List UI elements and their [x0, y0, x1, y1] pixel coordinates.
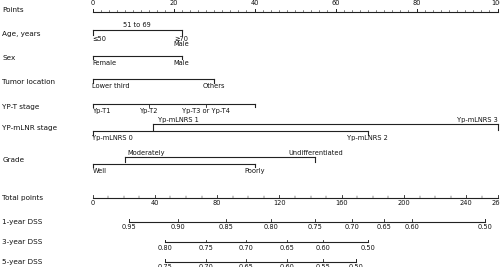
Text: Yp-T2: Yp-T2 — [140, 108, 158, 114]
Text: 80: 80 — [213, 200, 222, 206]
Text: 0.90: 0.90 — [170, 224, 185, 230]
Text: Tumor location: Tumor location — [2, 79, 56, 85]
Text: 51 to 69: 51 to 69 — [123, 22, 151, 28]
Text: Lower third: Lower third — [92, 83, 130, 89]
Text: YP-T stage: YP-T stage — [2, 104, 40, 109]
Text: 200: 200 — [398, 200, 410, 206]
Text: Total points: Total points — [2, 195, 43, 201]
Text: 0.95: 0.95 — [122, 224, 136, 230]
Text: 0: 0 — [90, 200, 94, 206]
Text: 0.70: 0.70 — [344, 224, 359, 230]
Text: Moderately: Moderately — [128, 150, 165, 156]
Text: 0.80: 0.80 — [158, 245, 173, 250]
Text: Yp-T1: Yp-T1 — [92, 108, 111, 114]
Text: Yp-mLNRS 2: Yp-mLNRS 2 — [348, 135, 389, 141]
Text: Yp-mLNRS 1: Yp-mLNRS 1 — [158, 117, 199, 123]
Text: 0.50: 0.50 — [478, 224, 493, 230]
Text: Others: Others — [203, 83, 225, 89]
Text: YP-mLNR stage: YP-mLNR stage — [2, 125, 58, 131]
Text: 0.55: 0.55 — [316, 264, 331, 267]
Text: Yp-mLNRS 3: Yp-mLNRS 3 — [457, 117, 498, 123]
Text: Points: Points — [2, 7, 24, 13]
Text: 160: 160 — [336, 200, 348, 206]
Text: 0.65: 0.65 — [239, 264, 254, 267]
Text: 0.60: 0.60 — [405, 224, 420, 230]
Text: 0.75: 0.75 — [308, 224, 322, 230]
Text: 260: 260 — [491, 200, 500, 206]
Text: 20: 20 — [170, 0, 178, 6]
Text: Yp-mLNRS 0: Yp-mLNRS 0 — [92, 135, 134, 141]
Text: 0.85: 0.85 — [218, 224, 234, 230]
Text: 40: 40 — [150, 200, 159, 206]
Text: 100: 100 — [491, 0, 500, 6]
Text: 0.50: 0.50 — [348, 264, 363, 267]
Text: 0.50: 0.50 — [360, 245, 376, 250]
Text: 0.80: 0.80 — [264, 224, 278, 230]
Text: Well: Well — [92, 168, 106, 174]
Text: Male: Male — [174, 60, 190, 66]
Text: Female: Female — [92, 60, 116, 66]
Text: 0: 0 — [90, 0, 94, 6]
Text: 60: 60 — [331, 0, 340, 6]
Text: 40: 40 — [250, 0, 259, 6]
Text: 0.70: 0.70 — [198, 264, 214, 267]
Text: 3-year DSS: 3-year DSS — [2, 239, 43, 245]
Text: 0.65: 0.65 — [376, 224, 392, 230]
Text: ≤50: ≤50 — [92, 36, 106, 42]
Text: 0.60: 0.60 — [280, 264, 294, 267]
Text: 0.70: 0.70 — [239, 245, 254, 250]
Text: ≥70: ≥70 — [174, 36, 188, 42]
Text: 0.60: 0.60 — [316, 245, 331, 250]
Text: Yp-T3 or Yp-T4: Yp-T3 or Yp-T4 — [182, 108, 230, 114]
Text: 120: 120 — [273, 200, 285, 206]
Text: 0.65: 0.65 — [280, 245, 294, 250]
Text: Sex: Sex — [2, 56, 16, 61]
Text: Male: Male — [174, 41, 190, 47]
Text: 240: 240 — [460, 200, 472, 206]
Text: 1-year DSS: 1-year DSS — [2, 219, 43, 225]
Text: Age, years: Age, years — [2, 31, 41, 37]
Text: 0.75: 0.75 — [198, 245, 214, 250]
Text: Undifferentiated: Undifferentiated — [288, 150, 343, 156]
Text: 80: 80 — [412, 0, 421, 6]
Text: Poorly: Poorly — [244, 168, 265, 174]
Text: Grade: Grade — [2, 158, 25, 163]
Text: 0.75: 0.75 — [158, 264, 173, 267]
Text: 5-year DSS: 5-year DSS — [2, 259, 43, 265]
